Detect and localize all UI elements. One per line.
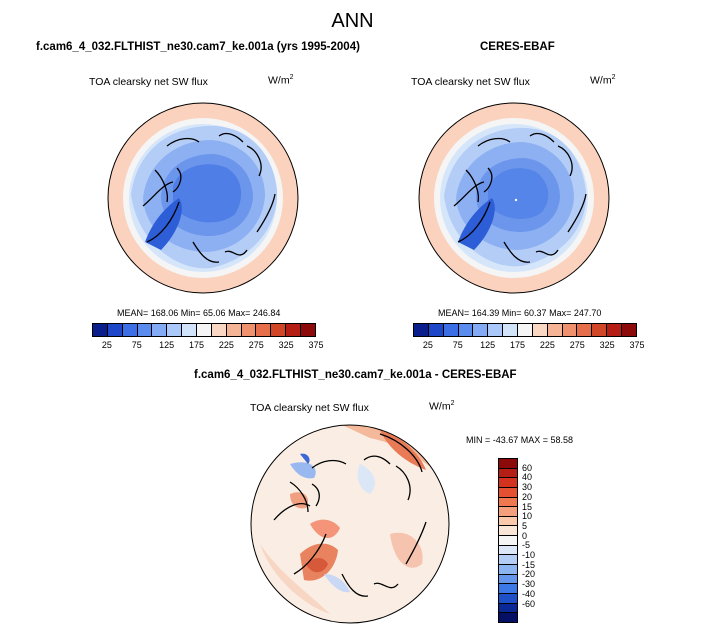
panel-diff-colorbar-tick-label: 40 (522, 472, 533, 483)
panel-obs-colorbar-cell (607, 324, 623, 336)
panel-obs-colorbar-tick-label: 325 (599, 340, 615, 350)
panel-model-colorbar-tick-label: 275 (248, 340, 264, 350)
panel-diff-colorbar-cell (499, 584, 517, 594)
panel-obs-colorbar-cell (562, 324, 578, 336)
panel-model-colorbar-cell (93, 324, 108, 336)
panel-model-colorbar-cell (271, 324, 287, 336)
panel-obs-variable: TOA clearsky net SW flux (411, 76, 530, 88)
panel-model-colorbar-cell (301, 324, 315, 336)
panel-model-colorbar-cell (241, 324, 257, 336)
panel-diff-colorbar-tick-label: -5 (522, 540, 531, 551)
panel-model-variable: TOA clearsky net SW flux (89, 76, 208, 88)
panel-model-colorbar-cell (107, 324, 123, 336)
panel-diff-colorbar-tick-label: 10 (522, 511, 533, 522)
panel-diff-colorbar-cell (499, 459, 517, 469)
panel-diff-variable: TOA clearsky net SW flux (250, 402, 369, 414)
panel-obs-colorbar-cell (532, 324, 548, 336)
panel-model-colorbar-cell (182, 324, 198, 336)
panel-obs-colorbar (413, 323, 637, 337)
panel-obs-colorbar-cell (443, 324, 459, 336)
panel-diff-colorbar-cell (499, 613, 517, 622)
panel-diff-colorbar-tick-label: 60 (522, 462, 533, 473)
panel-diff-colorbar-tick-label: 0 (522, 530, 528, 541)
panel-model-colorbar-tick-label: 125 (159, 340, 175, 350)
panel-diff-colorbar-cell (499, 478, 517, 488)
panel-diff-title: f.cam6_4_032.FLTHIST_ne30.cam7_ke.001a -… (194, 369, 517, 381)
panel-model-colorbar (92, 323, 316, 337)
panel-diff-colorbar-cell (499, 545, 517, 556)
panel-diff-colorbar-cell (499, 536, 517, 546)
panel-obs-map (418, 102, 610, 294)
panel-diff-colorbar-tick-label: 20 (522, 491, 533, 502)
panel-obs-colorbar-tick-label: 25 (422, 340, 433, 350)
panel-model-colorbar-tick-label: 175 (189, 340, 205, 350)
panel-diff-colorbar-cell (499, 507, 517, 517)
panel-model-colorbar-cell (226, 324, 242, 336)
panel-diff-colorbar-tick-label: -15 (522, 559, 536, 570)
panel-diff-colorbar-cell (499, 593, 517, 604)
panel-model-colorbar-cell (122, 324, 138, 336)
panel-model-map (107, 102, 299, 294)
panel-obs-colorbar-tick-label: 175 (510, 340, 526, 350)
panel-obs-colorbar-cell (414, 324, 429, 336)
panel-diff-colorbar-tick-label: -30 (522, 579, 536, 590)
panel-obs-colorbar-cell (592, 324, 608, 336)
panel-model-colorbar-tick-label: 225 (218, 340, 234, 350)
panel-diff-stats: MIN = -43.67 MAX = 58.58 (466, 435, 574, 445)
panel-obs-colorbar-cell (622, 324, 636, 336)
panel-diff-units: W/m2 (429, 400, 455, 413)
panel-obs-colorbar-cell (458, 324, 474, 336)
panel-diff-colorbar-tick-label: -40 (522, 588, 536, 599)
panel-obs-colorbar-tick-label: 275 (569, 340, 585, 350)
panel-diff-colorbar-cell (499, 526, 517, 537)
panel-model-colorbar-cell (167, 324, 183, 336)
panel-obs-title: CERES-EBAF (480, 41, 555, 53)
panel-diff-colorbar-cell (499, 516, 517, 527)
panel-diff-colorbar-cell (499, 574, 517, 585)
panel-obs-colorbar-tick-label: 375 (629, 340, 645, 350)
panel-obs-colorbar-tick-label: 225 (539, 340, 555, 350)
panel-model-colorbar-tick-label: 375 (308, 340, 324, 350)
panel-model-colorbar-tick-label: 25 (101, 340, 112, 350)
panel-model-colorbar-cell (286, 324, 302, 336)
panel-obs-colorbar-cell (473, 324, 489, 336)
panel-obs-colorbar-tick-label: 125 (480, 340, 496, 350)
panel-diff-colorbar-cell (499, 565, 517, 575)
panel-obs-colorbar-cell (488, 324, 504, 336)
panel-model-colorbar-cell (152, 324, 168, 336)
panel-model-colorbar-tick-label: 75 (131, 340, 142, 350)
panel-diff-colorbar-cell (499, 603, 517, 614)
panel-diff-colorbar-tick-label: 15 (522, 501, 533, 512)
panel-diff-colorbar-tick-label: -10 (522, 550, 536, 561)
panel-model-units: W/m2 (268, 74, 294, 87)
panel-diff-colorbar-tick-label: -60 (522, 598, 536, 609)
panel-model-colorbar-cell (211, 324, 227, 336)
panel-obs-colorbar-cell (577, 324, 593, 336)
panel-diff-map (250, 424, 450, 624)
panel-diff-colorbar-cell (499, 497, 517, 508)
panel-model-title: f.cam6_4_032.FLTHIST_ne30.cam7_ke.001a (… (36, 41, 360, 53)
panel-diff-colorbar-tick-label: 30 (522, 482, 533, 493)
panel-model-colorbar-tick-label: 325 (278, 340, 294, 350)
panel-diff-colorbar-tick-label: 5 (522, 520, 528, 531)
panel-obs-colorbar-tick-label: 75 (452, 340, 463, 350)
panel-diff-colorbar-cell (499, 487, 517, 498)
panel-model-colorbar-cell (137, 324, 153, 336)
panel-obs-colorbar-cell (518, 324, 533, 336)
panel-obs-stats: MEAN= 164.39 Min= 60.37 Max= 247.70 (438, 308, 602, 318)
panel-model-colorbar-cell (197, 324, 212, 336)
panel-diff-colorbar-cell (499, 468, 517, 479)
panel-diff-colorbar-tick-label: -20 (522, 569, 536, 580)
panel-diff-colorbar (498, 458, 518, 623)
panel-obs-colorbar-cell (503, 324, 519, 336)
panel-model-stats: MEAN= 168.06 Min= 65.06 Max= 246.84 (117, 308, 281, 318)
panel-obs-units: W/m2 (590, 74, 616, 87)
figure-title: ANN (331, 10, 374, 32)
panel-model-colorbar-cell (256, 324, 272, 336)
panel-obs-colorbar-cell (547, 324, 563, 336)
panel-diff-colorbar-cell (499, 555, 517, 566)
panel-obs-colorbar-cell (428, 324, 444, 336)
